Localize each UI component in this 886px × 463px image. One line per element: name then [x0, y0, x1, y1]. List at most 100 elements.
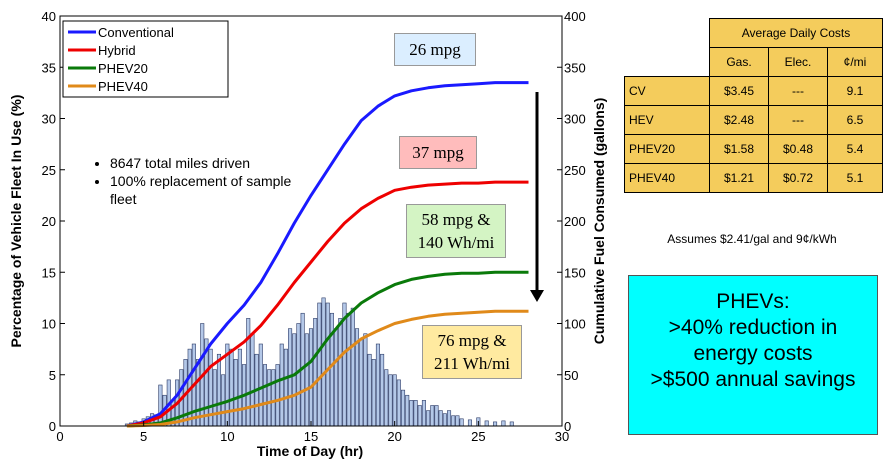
- row-label: HEV: [624, 105, 710, 135]
- histogram-bar: [313, 318, 318, 427]
- histogram-bar: [396, 379, 401, 427]
- y-left-tick-label: 30: [42, 112, 56, 127]
- histogram-bar: [233, 359, 238, 427]
- y-right-tick-label: 150: [564, 265, 586, 280]
- histogram-bar: [442, 413, 447, 427]
- legend-label: Conventional: [98, 25, 174, 40]
- histogram-bar: [296, 323, 301, 427]
- histogram-bar: [409, 400, 414, 427]
- histogram-bar: [447, 410, 452, 427]
- histogram-bar: [467, 419, 472, 427]
- histogram-bar: [384, 369, 389, 427]
- histogram-bar: [426, 410, 431, 427]
- histogram-bar: [325, 302, 330, 427]
- histogram-bar: [275, 364, 280, 427]
- x-axis-label: Time of Day (hr): [257, 443, 363, 459]
- cell-cpm: 9.1: [827, 76, 883, 106]
- histogram-bar: [509, 421, 514, 427]
- histogram-bar: [484, 420, 489, 427]
- y-right-tick-label: 200: [564, 214, 586, 229]
- annotation-hybrid: 37 mpg: [399, 136, 477, 169]
- col-gas: Gas.: [709, 47, 769, 77]
- cell-gas: $1.58: [709, 134, 769, 164]
- cell-cpm: 6.5: [827, 105, 883, 135]
- histogram-bar: [405, 394, 410, 427]
- legend-label: PHEV20: [98, 61, 148, 76]
- y-right-tick-label: 100: [564, 317, 586, 332]
- summary-box: PHEVs: >40% reduction in energy costs >$…: [628, 275, 878, 435]
- note-replacement: 100% replacement of sample fleet: [110, 172, 310, 208]
- histogram-bar: [401, 389, 406, 427]
- histogram-bar: [258, 343, 263, 427]
- legend: Conventional Hybrid PHEV20 PHEV40: [62, 20, 229, 98]
- x-tick-label: 10: [220, 429, 234, 444]
- histogram-bar: [250, 333, 255, 427]
- histogram-bar: [262, 364, 267, 427]
- histogram-bar: [438, 410, 443, 427]
- y-right-tick-label: 0: [564, 419, 571, 434]
- legend-label: Hybrid: [98, 43, 136, 58]
- row-label: CV: [624, 76, 710, 106]
- table-corner-2: [624, 47, 710, 77]
- cell-gas: $3.45: [709, 76, 769, 106]
- col-cpm: ¢/mi: [827, 47, 883, 77]
- summary-line-3: energy costs: [693, 342, 813, 365]
- histogram-bar: [363, 333, 368, 427]
- y-right-tick-label: 350: [564, 60, 586, 75]
- histogram-bar: [308, 328, 314, 427]
- fuel-lines: [126, 81, 529, 428]
- histogram-bar: [371, 359, 376, 427]
- cell-cpm: 5.4: [827, 134, 883, 164]
- y-right-tick-label: 250: [564, 163, 586, 178]
- histogram-bar: [334, 328, 339, 427]
- x-tick-label: 25: [471, 429, 485, 444]
- histogram-bar: [380, 353, 385, 427]
- y-right-tick-label: 300: [564, 112, 586, 127]
- row-label: PHEV20: [624, 134, 710, 164]
- annotation-conventional: 26 mpg: [394, 33, 476, 66]
- histogram-bar: [221, 374, 226, 427]
- annotation-phev40-line-1: 76 mpg &: [437, 331, 507, 350]
- cell-elec: $0.48: [768, 134, 828, 164]
- histogram-bar: [246, 318, 251, 427]
- table-row: CV $3.45 --- 9.1: [624, 76, 883, 106]
- histogram-bar: [283, 348, 288, 427]
- histogram-bar: [417, 405, 422, 427]
- x-tick-label: 15: [304, 429, 318, 444]
- annotation-phev40: 76 mpg & 211 Wh/mi: [422, 325, 522, 379]
- table-row: PHEV40 $1.21 $0.72 5.1: [624, 163, 883, 193]
- summary-line-1: PHEVs:: [716, 290, 790, 313]
- histogram-bar: [359, 338, 364, 427]
- y-axis-right-label: Cumulative Fuel Consumed (gallons): [591, 98, 607, 345]
- histogram-bar: [421, 400, 426, 427]
- histogram-bar: [413, 400, 418, 427]
- histogram-bar: [321, 297, 326, 427]
- histogram-bar: [267, 369, 272, 427]
- histogram-bar: [367, 353, 372, 427]
- histogram-bar: [229, 348, 234, 427]
- table-row: HEV $2.48 --- 6.5: [624, 105, 883, 135]
- note-miles: 8647 total miles driven: [110, 154, 310, 172]
- y-left-tick-label: 5: [49, 368, 56, 383]
- histogram-bar: [350, 307, 355, 427]
- histogram-bar: [216, 353, 221, 427]
- histogram-bar: [501, 420, 506, 427]
- y-right-tick-label: 400: [564, 9, 586, 24]
- table-row: PHEV20 $1.58 $0.48 5.4: [624, 134, 883, 164]
- x-tick-label: 0: [56, 429, 63, 444]
- table-footnote: Assumes $2.41/gal and 9¢/kWh: [667, 232, 837, 246]
- series-line-phev20: [126, 270, 529, 428]
- annotation-phev40-line-2: 211 Wh/mi: [433, 354, 511, 373]
- y-right-tick-label: 50: [564, 368, 578, 383]
- annotation-hybrid-line: 37 mpg: [412, 143, 464, 162]
- histogram-bar: [158, 384, 163, 427]
- y-left-tick-label: 40: [42, 9, 56, 24]
- annotation-phev20: 58 mpg & 140 Wh/mi: [406, 204, 506, 258]
- y-left-tick-label: 0: [49, 419, 56, 434]
- y-left-tick-label: 20: [42, 214, 56, 229]
- histogram-bar: [212, 369, 217, 427]
- y-left-tick-label: 25: [42, 163, 56, 178]
- histogram-bar: [375, 343, 380, 427]
- histogram-bar: [434, 405, 439, 427]
